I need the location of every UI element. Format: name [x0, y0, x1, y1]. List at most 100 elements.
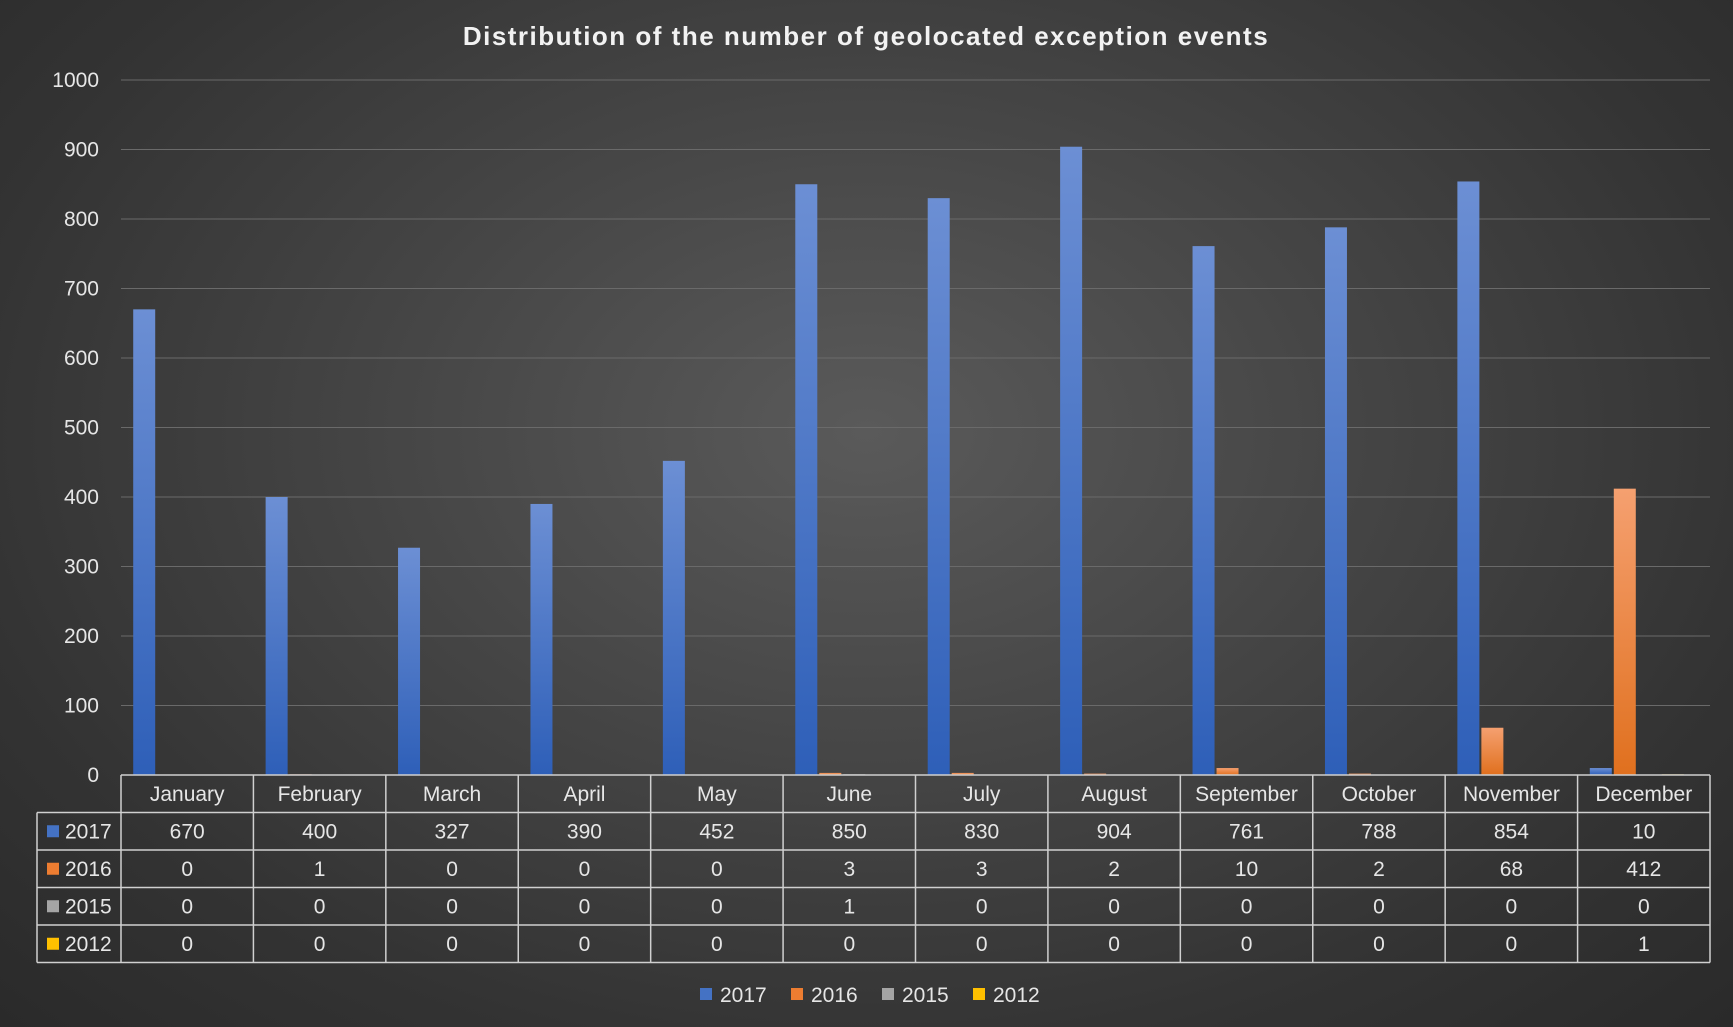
data-label: 788 — [1361, 820, 1396, 843]
data-label: 0 — [446, 895, 458, 918]
chart-title: Distribution of the number of geolocated… — [463, 21, 1269, 51]
y-axis-ticks: 0 100 200 300 400 500 600 700 800 900 1000 — [52, 69, 99, 787]
data-label: 400 — [302, 820, 337, 843]
x-tick-label: September — [1195, 783, 1298, 806]
table-legend-key — [47, 825, 59, 838]
data-label: 0 — [1373, 933, 1385, 956]
data-label: 0 — [711, 933, 723, 956]
data-label: 0 — [976, 895, 988, 918]
data-label: 0 — [1638, 895, 1650, 918]
data-label: 0 — [1506, 933, 1518, 956]
data-label: 0 — [1108, 933, 1120, 956]
data-label: 761 — [1229, 820, 1264, 843]
x-tick-label: March — [423, 783, 481, 806]
data-label: 0 — [711, 858, 723, 881]
data-label: 0 — [711, 895, 723, 918]
bar-2016-december — [1613, 488, 1636, 775]
x-tick-label: July — [963, 783, 1001, 806]
y-tick-label: 500 — [64, 417, 99, 440]
legend-key — [882, 988, 894, 1000]
bar-2017-july — [927, 198, 950, 775]
data-table: January February March April May June July Augu… — [36, 774, 1711, 964]
bar-2017-april — [530, 503, 553, 775]
bar-2017-february — [265, 497, 288, 775]
bars — [133, 146, 1684, 776]
x-tick-label: December — [1595, 783, 1692, 806]
x-tick-label: November — [1463, 783, 1560, 806]
y-tick-label: 100 — [64, 695, 99, 718]
data-label: 0 — [579, 858, 591, 881]
data-label: 850 — [832, 820, 867, 843]
data-label: 1 — [843, 895, 855, 918]
table-series-label: 2015 — [65, 895, 112, 918]
data-label: 0 — [1506, 895, 1518, 918]
data-label: 0 — [1108, 895, 1120, 918]
data-label: 2 — [1373, 858, 1385, 881]
data-label: 390 — [567, 820, 602, 843]
data-label: 412 — [1626, 858, 1661, 881]
bar-2017-august — [1060, 146, 1083, 776]
bar-2017-january — [133, 309, 156, 775]
data-label: 904 — [1097, 820, 1132, 843]
data-label: 0 — [314, 895, 326, 918]
x-tick-label: June — [827, 783, 873, 806]
data-label: 0 — [1373, 895, 1385, 918]
bar-2017-may — [662, 460, 685, 775]
bar-2016-july — [951, 772, 974, 775]
legend-key — [973, 988, 985, 1000]
legend-label: 2017 — [720, 984, 767, 1007]
legend: 2017 2016 2015 2012 — [700, 984, 1040, 1007]
gridlines — [121, 79, 1710, 706]
x-tick-label: April — [563, 783, 605, 806]
bar-2017-march — [398, 547, 421, 775]
bar-2017-october — [1324, 227, 1347, 776]
data-label: 0 — [579, 933, 591, 956]
table-series-label: 2012 — [65, 933, 112, 956]
data-label: 3 — [976, 858, 988, 881]
legend-key — [700, 988, 712, 1000]
bar-2017-december — [1589, 768, 1612, 775]
bar-2017-november — [1457, 181, 1480, 776]
data-label: 452 — [699, 820, 734, 843]
y-tick-label: 1000 — [52, 69, 99, 92]
x-tick-label: January — [150, 783, 225, 806]
data-label: 68 — [1500, 858, 1523, 881]
data-label: 670 — [170, 820, 205, 843]
bar-2016-september — [1216, 768, 1239, 775]
table-series-label: 2017 — [65, 820, 112, 843]
bar-2016-november — [1481, 727, 1504, 775]
legend-label: 2015 — [902, 984, 949, 1007]
y-tick-label: 300 — [64, 556, 99, 579]
data-label: 10 — [1235, 858, 1258, 881]
table-legend-key — [47, 900, 59, 913]
x-tick-label: August — [1081, 783, 1147, 806]
data-label: 0 — [1241, 933, 1253, 956]
data-label: 854 — [1494, 820, 1529, 843]
y-tick-label: 700 — [64, 278, 99, 301]
data-label: 0 — [843, 933, 855, 956]
x-tick-label: May — [697, 783, 737, 806]
table-legend-key — [47, 937, 59, 950]
data-label: 10 — [1632, 820, 1655, 843]
legend-key — [791, 988, 803, 1000]
bar-2017-june — [795, 184, 818, 775]
data-label: 0 — [181, 895, 193, 918]
bar-2017-september — [1192, 246, 1215, 776]
data-label: 1 — [1638, 933, 1650, 956]
data-label: 0 — [181, 858, 193, 881]
data-label: 3 — [843, 858, 855, 881]
data-label: 327 — [435, 820, 470, 843]
y-tick-label: 0 — [87, 764, 99, 787]
data-label: 0 — [579, 895, 591, 918]
x-tick-label: October — [1342, 783, 1417, 806]
data-label: 2 — [1108, 858, 1120, 881]
table-legend-key — [47, 862, 59, 875]
y-tick-label: 400 — [64, 486, 99, 509]
legend-label: 2012 — [993, 984, 1040, 1007]
y-tick-label: 200 — [64, 625, 99, 648]
data-label: 1 — [314, 858, 326, 881]
y-tick-label: 900 — [64, 139, 99, 162]
data-label: 0 — [446, 858, 458, 881]
